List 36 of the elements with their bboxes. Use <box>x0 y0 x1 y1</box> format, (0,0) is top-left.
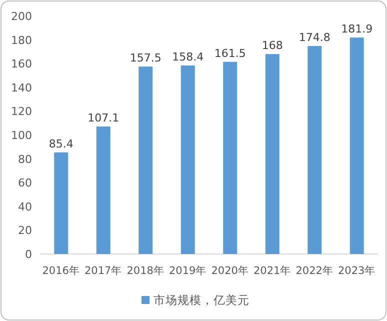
y-tick-label: 160 <box>11 58 32 71</box>
y-tick-label: 140 <box>11 81 32 94</box>
bar <box>350 38 364 254</box>
data-label: 174.8 <box>298 30 330 44</box>
y-tick-label: 40 <box>18 200 32 214</box>
bar <box>180 66 195 254</box>
y-tick-label: 200 <box>11 10 32 23</box>
bar <box>265 54 280 254</box>
data-label: 168 <box>262 39 283 52</box>
legend-label: 市场规模，亿美元 <box>154 293 250 307</box>
data-label: 161.5 <box>214 46 246 60</box>
x-tick-label: 2022年 <box>296 265 334 277</box>
bar <box>223 62 238 254</box>
data-label: 181.9 <box>341 22 373 36</box>
bar <box>96 126 110 254</box>
data-label: 85.4 <box>48 137 74 150</box>
x-tick-label: 2019年 <box>169 265 207 277</box>
y-tick-label: 0 <box>25 248 32 261</box>
y-tick-label: 100 <box>11 129 32 142</box>
y-tick-label: 20 <box>18 224 32 238</box>
data-label: 107.1 <box>88 112 120 125</box>
bar <box>308 46 322 254</box>
bar <box>54 152 68 254</box>
bar <box>138 66 153 254</box>
x-tick-label: 2020年 <box>211 265 249 277</box>
y-tick-label: 180 <box>11 34 32 47</box>
data-label: 158.4 <box>172 50 204 64</box>
x-tick-label: 2016年 <box>42 265 80 277</box>
x-tick-label: 2017年 <box>84 265 122 277</box>
x-tick-label: 2018年 <box>126 265 164 277</box>
x-tick-label: 2021年 <box>254 265 292 277</box>
data-label: 157.5 <box>130 52 162 65</box>
y-tick-label: 120 <box>11 105 32 118</box>
y-tick-label: 60 <box>18 176 32 190</box>
y-tick-label: 80 <box>18 152 32 166</box>
x-tick-label: 2023年 <box>338 265 376 277</box>
